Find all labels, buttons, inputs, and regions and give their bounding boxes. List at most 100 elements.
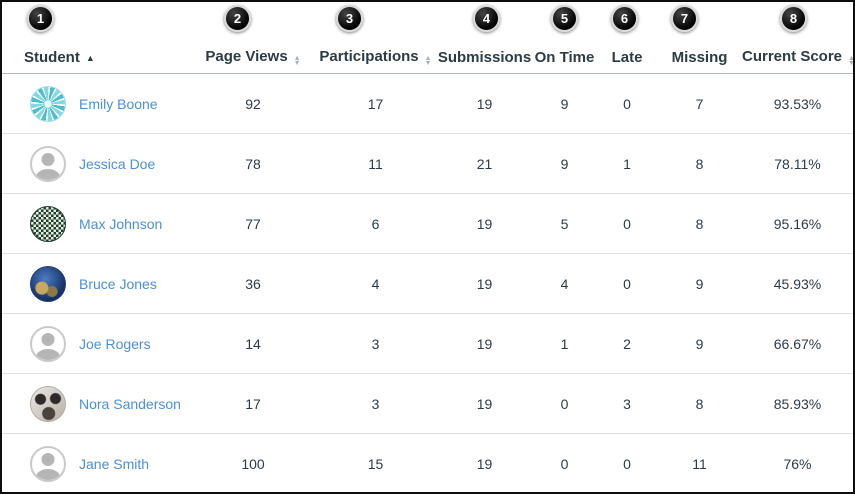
table-row: Emily Boone 92 17 19 9 0 7 93.53% — [2, 73, 853, 134]
student-cell: Max Johnson — [2, 193, 192, 254]
callout-badge-4: 4 — [473, 5, 500, 32]
sort-toggle-icon: ▲ ▼ — [293, 55, 301, 67]
late-value: 1 — [597, 133, 657, 194]
student-cell-content: Jessica Doe — [2, 145, 192, 182]
callout-badge-8: 8 — [780, 5, 807, 32]
column-header-on-time: On Time — [532, 38, 597, 74]
column-header-page-views[interactable]: Page Views ▲ ▼ — [192, 38, 314, 74]
student-cell: Jane Smith — [2, 433, 192, 492]
student-avatar — [30, 205, 66, 242]
submissions-value: 19 — [437, 253, 532, 314]
table-row: Nora Sanderson 17 3 19 0 3 8 85.93% — [2, 373, 853, 434]
participations-value: 15 — [314, 433, 437, 492]
student-name-link[interactable]: Jessica Doe — [79, 155, 156, 172]
student-cell-content: Nora Sanderson — [2, 385, 192, 422]
missing-value: 9 — [657, 313, 742, 374]
column-header-label: Participations — [319, 48, 419, 65]
page-views-value: 17 — [192, 373, 314, 434]
participations-value: 17 — [314, 73, 437, 134]
callout-badge-6: 6 — [611, 5, 638, 32]
on-time-value: 9 — [532, 133, 597, 194]
page-views-value: 100 — [192, 433, 314, 492]
missing-value: 8 — [657, 373, 742, 434]
callout-badge-1: 1 — [27, 5, 54, 32]
student-avatar — [30, 385, 66, 422]
table-row: Bruce Jones 36 4 19 4 0 9 45.93% — [2, 253, 853, 314]
student-name-link[interactable]: Max Johnson — [79, 215, 163, 232]
student-name-link[interactable]: Joe Rogers — [79, 335, 151, 352]
student-cell: Nora Sanderson — [2, 373, 192, 434]
callout-badge-2: 2 — [224, 5, 251, 32]
student-avatar — [30, 325, 66, 362]
on-time-value: 4 — [532, 253, 597, 314]
student-name-link[interactable]: Bruce Jones — [79, 275, 157, 292]
student-cell-content: Joe Rogers — [2, 325, 192, 362]
student-name-link[interactable]: Emily Boone — [79, 95, 158, 112]
late-value: 0 — [597, 253, 657, 314]
student-analytics-table: Student ▲ Page Views ▲ ▼ Participations ▲ ▼ S… — [2, 38, 853, 492]
table-row: Jane Smith 100 15 19 0 0 11 76% — [2, 433, 853, 492]
current-score-value: 76% — [742, 433, 853, 492]
column-header-current-score[interactable]: Current Score ▲ ▼ — [742, 38, 853, 74]
sort-toggle-icon: ▲ ▼ — [848, 55, 855, 67]
submissions-value: 19 — [437, 193, 532, 254]
current-score-value: 78.11% — [742, 133, 853, 194]
callout-badge-7: 7 — [671, 5, 698, 32]
table-row: Joe Rogers 14 3 19 1 2 9 66.67% — [2, 313, 853, 374]
column-header-participations[interactable]: Participations ▲ ▼ — [314, 38, 437, 74]
late-value: 2 — [597, 313, 657, 374]
on-time-value: 9 — [532, 73, 597, 134]
student-cell: Bruce Jones — [2, 253, 192, 314]
column-header-label: Page Views — [205, 48, 288, 65]
student-avatar — [30, 145, 66, 182]
current-score-value: 45.93% — [742, 253, 853, 314]
missing-value: 7 — [657, 73, 742, 134]
current-score-value: 95.16% — [742, 193, 853, 254]
participations-value: 3 — [314, 373, 437, 434]
participations-value: 11 — [314, 133, 437, 194]
missing-value: 8 — [657, 193, 742, 254]
sort-toggle-icon: ▲ ▼ — [424, 55, 432, 67]
on-time-value: 1 — [532, 313, 597, 374]
column-header-late: Late — [597, 38, 657, 74]
submissions-value: 19 — [437, 433, 532, 492]
column-header-student[interactable]: Student ▲ — [2, 38, 192, 74]
column-header-label: Current Score — [742, 48, 843, 65]
late-value: 3 — [597, 373, 657, 434]
callout-badge-5: 5 — [551, 5, 578, 32]
column-header-label: Submissions — [437, 49, 532, 66]
missing-value: 11 — [657, 433, 742, 492]
student-avatar — [30, 85, 66, 122]
submissions-value: 19 — [437, 313, 532, 374]
participations-value: 4 — [314, 253, 437, 314]
page-views-value: 77 — [192, 193, 314, 254]
submissions-value: 19 — [437, 373, 532, 434]
column-header-label: Student — [24, 49, 80, 66]
student-cell: Emily Boone — [2, 73, 192, 134]
column-header-label: Late — [611, 49, 643, 66]
page-views-value: 78 — [192, 133, 314, 194]
late-value: 0 — [597, 433, 657, 492]
header-row: Student ▲ Page Views ▲ ▼ Participations ▲ ▼ S… — [2, 38, 853, 74]
on-time-value: 0 — [532, 433, 597, 492]
page-views-value: 36 — [192, 253, 314, 314]
submissions-value: 19 — [437, 73, 532, 134]
student-avatar — [30, 265, 66, 302]
student-name-link[interactable]: Nora Sanderson — [79, 395, 181, 412]
student-cell: Jessica Doe — [2, 133, 192, 194]
on-time-value: 0 — [532, 373, 597, 434]
current-score-value: 66.67% — [742, 313, 853, 374]
student-cell-content: Bruce Jones — [2, 265, 192, 302]
sort-ascending-icon: ▲ — [85, 53, 95, 63]
table-row: Max Johnson 77 6 19 5 0 8 95.16% — [2, 193, 853, 254]
callout-badge-3: 3 — [336, 5, 363, 32]
student-name-link[interactable]: Jane Smith — [79, 455, 150, 472]
page-views-value: 92 — [192, 73, 314, 134]
column-header-label: On Time — [534, 49, 595, 66]
student-avatar — [30, 445, 66, 482]
table-row: Jessica Doe 78 11 21 9 1 8 78.11% — [2, 133, 853, 194]
participations-value: 3 — [314, 313, 437, 374]
column-header-submissions: Submissions — [437, 38, 532, 74]
student-cell-content: Emily Boone — [2, 85, 192, 122]
